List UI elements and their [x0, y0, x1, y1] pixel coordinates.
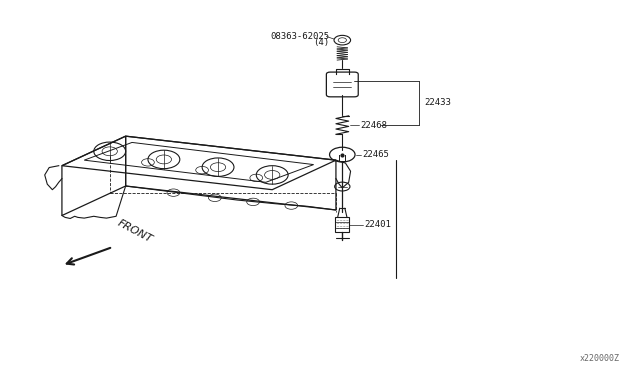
Text: 22468: 22468: [360, 121, 387, 129]
Text: FRONT: FRONT: [116, 218, 154, 245]
Text: 08363-62025: 08363-62025: [271, 32, 330, 41]
Text: 22465: 22465: [363, 150, 390, 159]
Text: 22433: 22433: [424, 99, 451, 108]
Text: (4): (4): [314, 38, 330, 46]
Text: x220000Z: x220000Z: [579, 354, 620, 363]
Text: 22401: 22401: [365, 220, 392, 229]
